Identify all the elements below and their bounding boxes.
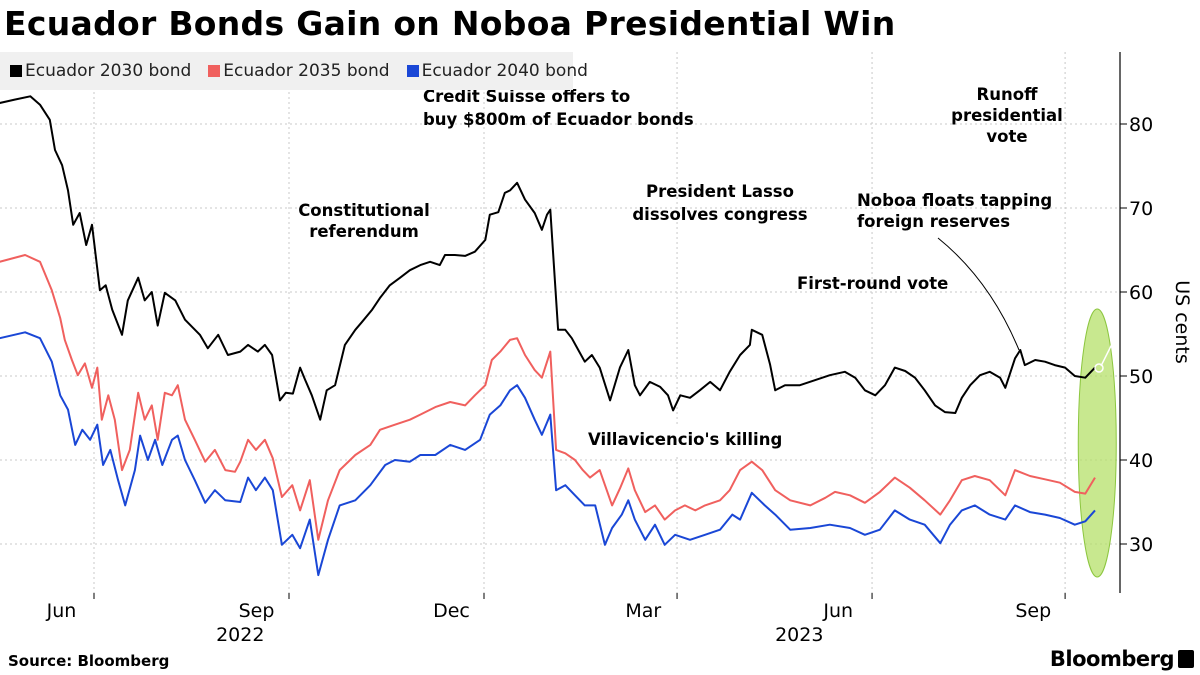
bloomberg-logo: Bloomberg (1049, 647, 1175, 671)
y-tick-label: 60 (1129, 282, 1153, 304)
legend-swatch (10, 65, 22, 77)
legend-swatch (406, 65, 419, 77)
legend-item: Ecuador 2040 bond (406, 61, 588, 81)
y-tick-label: 70 (1129, 198, 1153, 220)
annotation-lasso: President Lasso (646, 182, 794, 201)
x-year-label: 2022 (216, 624, 264, 646)
legend: Ecuador 2030 bond Ecuador 2035 bond Ecuado… (0, 52, 588, 90)
annotation-lasso: dissolves congress (632, 205, 807, 224)
x-tick-label: Sep (1015, 600, 1051, 622)
annotations: Credit Suisse offers to buy $800m of Ecua… (298, 85, 1063, 454)
series-line-2030 (0, 95, 1096, 421)
legend-label: Ecuador 2035 bond (223, 61, 390, 81)
annotation-first-round: First-round vote (797, 274, 948, 293)
y-tick-label: 80 (1129, 114, 1153, 136)
y-tick-label: 40 (1129, 450, 1153, 472)
legend-swatch (208, 65, 221, 77)
legend-label: Ecuador 2030 bond (25, 61, 192, 81)
annotation-runoff: presidential (951, 106, 1063, 125)
chart-title: Ecuador Bonds Gain on Noboa Presidential… (4, 4, 896, 43)
x-tick-label: Jun (822, 600, 853, 622)
legend-label: Ecuador 2040 bond (421, 61, 588, 81)
annotation-noboa: foreign reserves (857, 212, 1010, 231)
x-year-label: 2023 (775, 624, 823, 646)
bloomberg-icon (1178, 650, 1194, 668)
y-tick-label: 30 (1129, 534, 1153, 556)
legend-item: Ecuador 2035 bond (208, 61, 390, 81)
runoff-marker (1094, 363, 1104, 373)
annotation-villavicencio: Villavicencio's killing (588, 430, 782, 449)
gridlines (0, 52, 1120, 593)
series-lines (0, 95, 1096, 577)
x-tick-label: Mar (625, 600, 661, 622)
series-line-2035 (0, 254, 1096, 541)
annotation-noboa: Noboa floats tapping (857, 191, 1052, 210)
y-tick-label: 50 (1129, 366, 1153, 388)
series-line-2040 (0, 331, 1096, 577)
annotation-referendum: Constitutional (298, 201, 430, 220)
x-tick-label: Sep (239, 600, 275, 622)
runoff-leader-line (1100, 341, 1114, 367)
annotation-referendum: referendum (309, 222, 419, 241)
annotation-background (580, 426, 848, 454)
legend-item: Ecuador 2030 bond (10, 61, 191, 81)
highlight-ellipse (1077, 308, 1117, 578)
annotation-runoff: vote (986, 127, 1027, 146)
x-tick-label: Jun (46, 600, 77, 622)
noboa-leader-line (937, 237, 1020, 351)
annotation-credit-suisse: buy $800m of Ecuador bonds (423, 110, 694, 129)
source-note: Source: Bloomberg (8, 652, 170, 670)
annotation-leaders (937, 237, 1114, 373)
annotation-runoff: Runoff (977, 85, 1039, 104)
y-axis-title: US cents (1171, 280, 1193, 364)
highlight-ellipse-shape (1077, 308, 1117, 578)
annotation-credit-suisse: Credit Suisse offers to (423, 87, 630, 106)
x-tick-label: Dec (433, 600, 470, 622)
